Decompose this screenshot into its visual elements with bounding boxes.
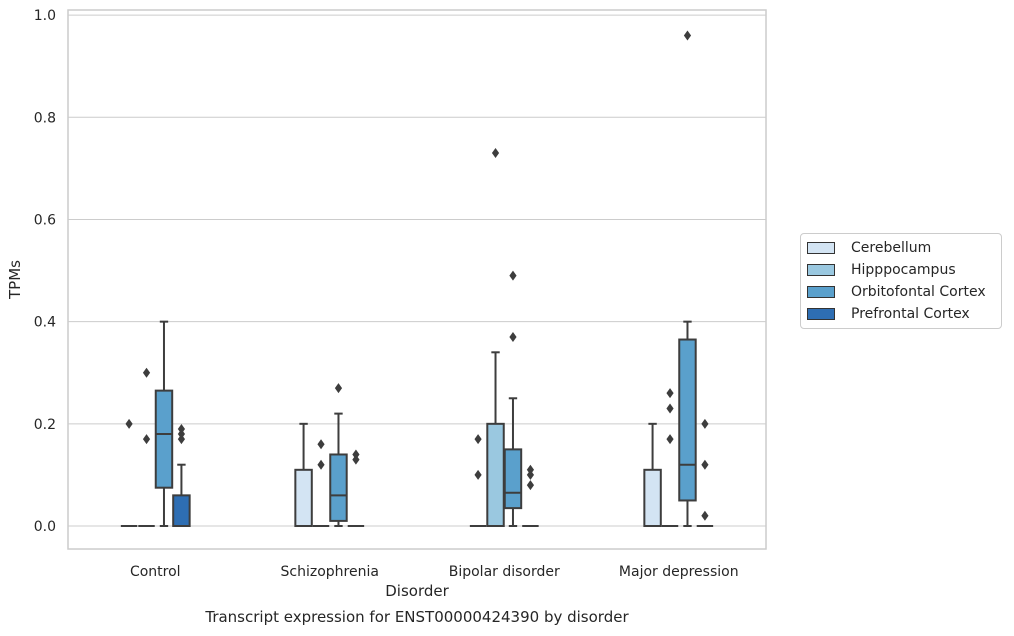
box-prefrontal-cortex bbox=[172, 494, 191, 528]
legend-label-prefrontal: Prefrontal Cortex bbox=[851, 306, 970, 322]
legend-item-hippocampus: Hipppocampus bbox=[807, 260, 956, 280]
y-tick-label: 0.8 bbox=[34, 110, 56, 126]
outlier-point bbox=[125, 418, 133, 429]
outlier-point bbox=[666, 403, 674, 414]
outlier-point bbox=[474, 469, 482, 480]
box-orbitofontal-cortex bbox=[329, 453, 348, 522]
outlier-point bbox=[177, 429, 186, 440]
legend-item-prefrontal: Prefrontal Cortex bbox=[807, 304, 970, 324]
outlier-point bbox=[526, 480, 535, 491]
outlier-point bbox=[142, 434, 151, 445]
legend-swatch-cerebellum bbox=[807, 242, 835, 254]
outlier-point bbox=[177, 434, 186, 445]
legend-label-cerebellum: Cerebellum bbox=[851, 240, 932, 256]
box-orbitofontal-cortex bbox=[678, 338, 697, 502]
legend-label-hippocampus: Hipppocampus bbox=[851, 262, 956, 278]
x-axis-label: Disorder bbox=[385, 582, 449, 600]
outlier-point bbox=[701, 510, 709, 521]
y-tick-label: 0.6 bbox=[34, 212, 56, 228]
figure-caption: Transcript expression for ENST0000042439… bbox=[205, 608, 629, 626]
plot-frame bbox=[67, 9, 767, 550]
legend-swatch-prefrontal bbox=[807, 308, 835, 320]
outlier-point bbox=[526, 464, 535, 475]
outlier-point bbox=[491, 148, 500, 159]
outlier-point bbox=[352, 449, 360, 460]
outlier-point bbox=[474, 434, 482, 445]
legend-swatch-orbitofrontal bbox=[807, 286, 835, 298]
outlier-point bbox=[317, 459, 325, 470]
y-tick-label: 1.0 bbox=[34, 8, 56, 24]
outlier-point bbox=[683, 30, 692, 41]
legend-label-orbitofrontal: Orbitofontal Cortex bbox=[851, 284, 986, 300]
y-tick-label: 0.2 bbox=[34, 417, 56, 433]
x-tick-label: Major depression bbox=[619, 564, 739, 580]
outlier-point bbox=[142, 367, 151, 378]
outlier-point bbox=[317, 439, 325, 450]
y-tick-label: 0.0 bbox=[34, 519, 56, 535]
outlier-point bbox=[701, 418, 709, 429]
legend-item-orbitofrontal: Orbitofontal Cortex bbox=[807, 282, 986, 302]
legend: Cerebellum Hipppocampus Orbitofontal Cor… bbox=[800, 233, 1002, 329]
y-tick-label: 0.4 bbox=[34, 315, 56, 331]
x-tick-label: Bipolar disorder bbox=[449, 564, 560, 580]
outlier-point bbox=[177, 423, 186, 434]
outlier-point bbox=[334, 383, 343, 394]
outlier-point bbox=[352, 454, 360, 465]
outlier-point bbox=[701, 459, 709, 470]
outlier-point bbox=[509, 331, 517, 342]
legend-item-cerebellum: Cerebellum bbox=[807, 238, 931, 258]
y-axis-label: TPMs bbox=[6, 260, 24, 300]
outlier-point bbox=[666, 388, 674, 399]
x-tick-label: Schizophrenia bbox=[281, 564, 379, 580]
x-tick-label: Control bbox=[130, 564, 181, 580]
box-cerebellum bbox=[643, 468, 662, 528]
outlier-point bbox=[526, 469, 535, 480]
outlier-point bbox=[666, 434, 674, 445]
legend-swatch-hippocampus bbox=[807, 264, 835, 276]
box-orbitofontal-cortex bbox=[503, 448, 523, 510]
outlier-point bbox=[509, 270, 517, 281]
box-cerebellum bbox=[294, 468, 313, 528]
box-hipppocampus bbox=[486, 422, 505, 528]
box-orbitofontal-cortex bbox=[154, 389, 174, 489]
